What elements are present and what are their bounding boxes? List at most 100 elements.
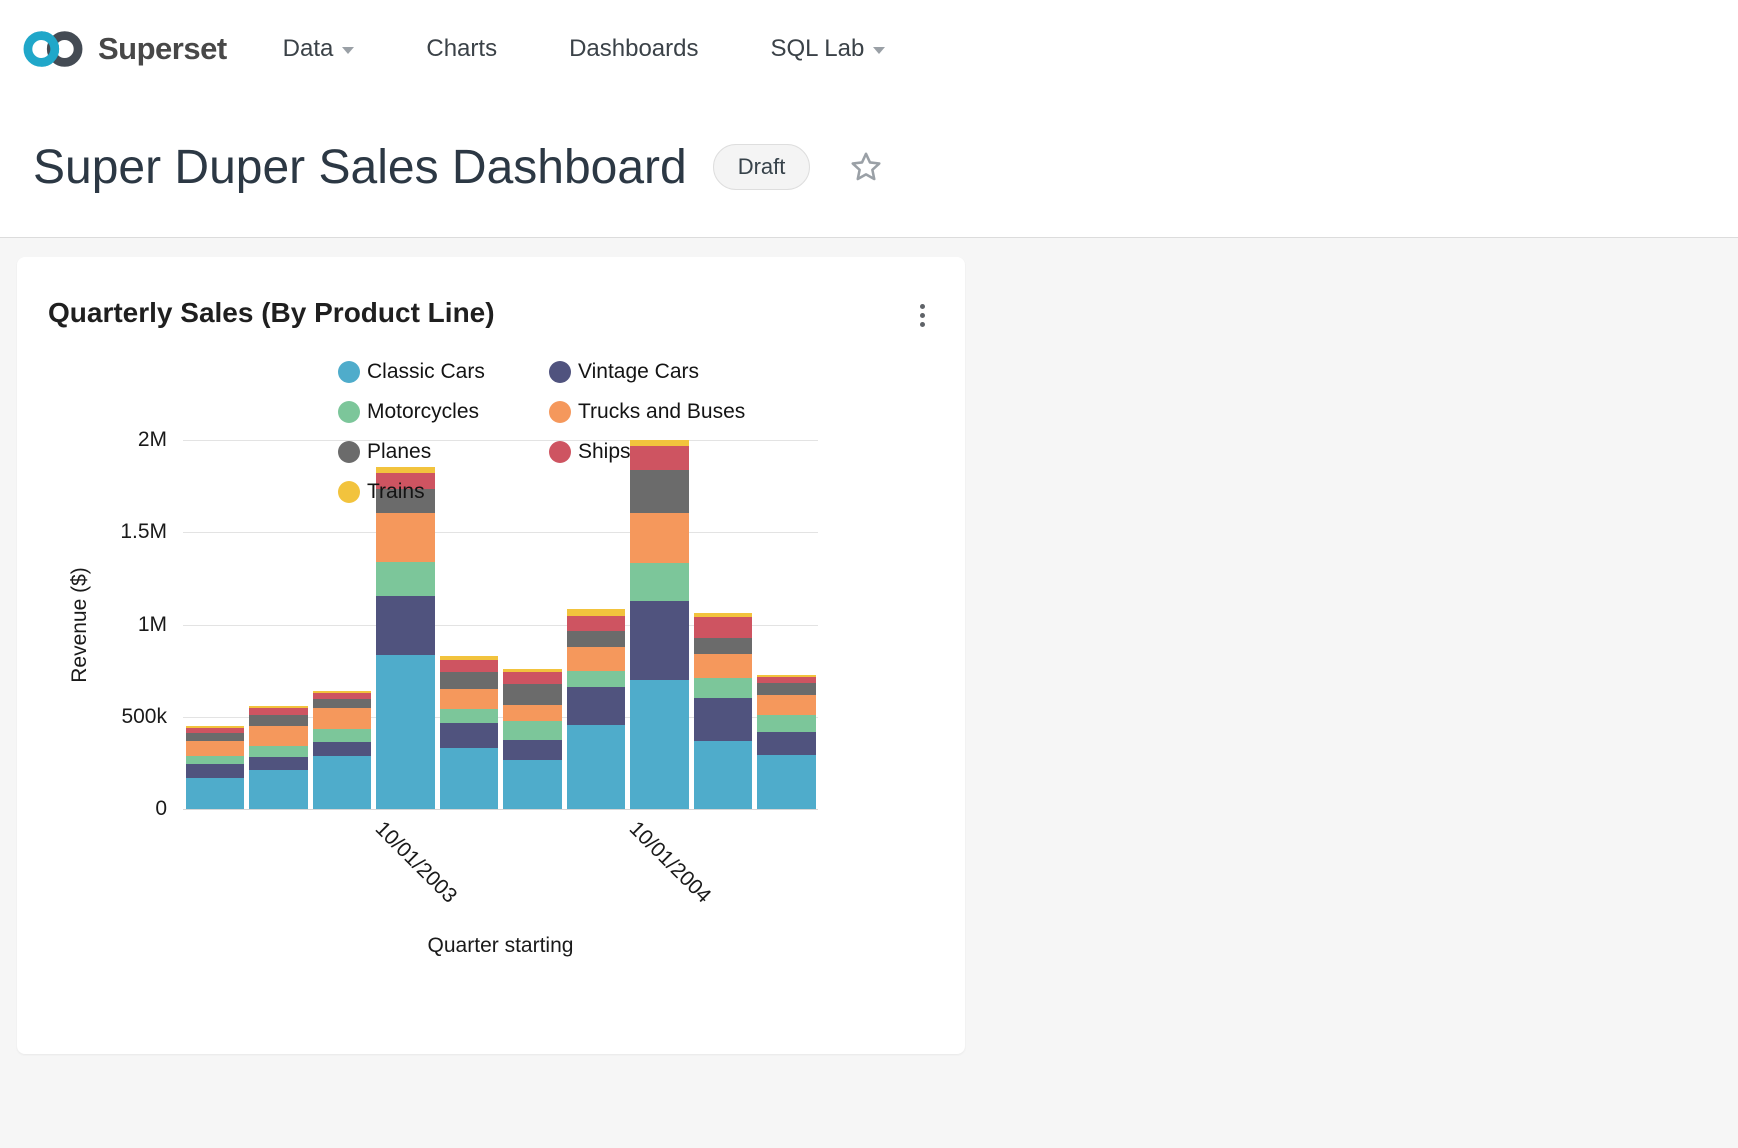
favorite-star-button[interactable]: [848, 149, 884, 185]
superset-logo[interactable]: Superset: [18, 28, 227, 70]
bar-segment[interactable]: [630, 601, 689, 680]
legend-item[interactable]: Trains: [338, 480, 549, 504]
superset-infinity-icon: [23, 30, 83, 67]
bar-segment[interactable]: [630, 446, 689, 471]
bar-segment[interactable]: [503, 739, 562, 761]
page-title: Super Duper Sales Dashboard: [33, 140, 687, 194]
bar-segment[interactable]: [185, 777, 244, 809]
bar-segment[interactable]: [376, 512, 435, 562]
bar-segment[interactable]: [630, 679, 689, 809]
bar-segment[interactable]: [249, 770, 308, 809]
bar-segment[interactable]: [566, 630, 625, 647]
bar-segment[interactable]: [185, 763, 244, 778]
bar-segment[interactable]: [757, 677, 816, 683]
nav-item-sql-lab-label: SQL Lab: [770, 34, 865, 62]
legend-label: Planes: [367, 440, 432, 463]
bar-segment[interactable]: [312, 708, 371, 729]
bar-segment[interactable]: [439, 655, 498, 660]
legend-item[interactable]: Classic Cars: [338, 360, 549, 384]
nav-item-sql-lab[interactable]: SQL Lab: [770, 34, 886, 63]
bar-segment[interactable]: [312, 690, 371, 693]
bar-segment[interactable]: [566, 687, 625, 726]
legend-label: Motorcycles: [367, 400, 480, 423]
chevron-down-icon: [873, 46, 886, 54]
bar-segment[interactable]: [757, 682, 816, 695]
bar-segment[interactable]: [693, 740, 752, 809]
bar-segment[interactable]: [376, 466, 435, 474]
bar-segment[interactable]: [566, 725, 625, 809]
nav-item-data[interactable]: Data: [283, 35, 355, 63]
bar-segment[interactable]: [757, 694, 816, 715]
nav-item-dashboards[interactable]: Dashboards: [569, 35, 698, 63]
bar-segment[interactable]: [439, 709, 498, 724]
kebab-menu-button[interactable]: [905, 295, 939, 335]
bar-segment[interactable]: [503, 760, 562, 809]
y-tick-label: 2M: [137, 428, 167, 451]
bar-segment[interactable]: [503, 683, 562, 705]
y-tick-label: 500k: [121, 704, 167, 728]
bar-segment[interactable]: [439, 659, 498, 673]
bar-segment[interactable]: [757, 732, 816, 755]
legend-item[interactable]: Planes: [338, 440, 549, 464]
bar-segment[interactable]: [249, 726, 308, 747]
bar-segment[interactable]: [439, 689, 498, 710]
bar-segment[interactable]: [503, 672, 562, 684]
bar-segment[interactable]: [503, 668, 562, 673]
bar-segment[interactable]: [630, 562, 689, 602]
bar-segment[interactable]: [249, 746, 308, 758]
bar-segment[interactable]: [312, 755, 371, 809]
bar-segment[interactable]: [693, 617, 752, 639]
bar-segment[interactable]: [312, 728, 371, 742]
bar-segment[interactable]: [630, 470, 689, 513]
bar-segment[interactable]: [503, 721, 562, 740]
bar-segment[interactable]: [185, 733, 244, 741]
bar-segment[interactable]: [566, 616, 625, 631]
legend-item[interactable]: Trucks and Buses: [549, 400, 745, 424]
bar-segment[interactable]: [249, 757, 308, 771]
bar-segment[interactable]: [185, 740, 244, 756]
bar-segment[interactable]: [249, 707, 308, 715]
bar-segment[interactable]: [185, 725, 244, 728]
bar-segment[interactable]: [439, 672, 498, 690]
bar-segment[interactable]: [693, 654, 752, 679]
bar-segment[interactable]: [376, 488, 435, 513]
bar-segment[interactable]: [376, 654, 435, 809]
legend-color-dot: [549, 361, 571, 383]
bar-segment[interactable]: [312, 741, 371, 756]
bar-segment[interactable]: [566, 646, 625, 671]
bar-segment[interactable]: [566, 670, 625, 688]
y-tick-label: 1.5M: [120, 520, 167, 544]
bar-segment[interactable]: [693, 678, 752, 699]
bar-segment[interactable]: [566, 608, 625, 617]
bar-segment[interactable]: [376, 561, 435, 596]
bar-segment[interactable]: [185, 727, 244, 734]
legend-item[interactable]: Vintage Cars: [549, 360, 745, 384]
plot-area: [183, 440, 818, 810]
bar-segment[interactable]: [630, 512, 689, 563]
legend-item[interactable]: Motorcycles: [338, 400, 549, 424]
bar-segment[interactable]: [249, 714, 308, 726]
bar-segment[interactable]: [312, 692, 371, 700]
bar-segment[interactable]: [439, 723, 498, 749]
bar-segment[interactable]: [376, 595, 435, 655]
bar-segment[interactable]: [249, 705, 308, 708]
nav-item-charts[interactable]: Charts: [426, 35, 497, 63]
header-divider: [0, 237, 1738, 238]
dashboard-canvas: Quarterly Sales (By Product Line) Revenu…: [0, 238, 1738, 1148]
bar-segment[interactable]: [376, 473, 435, 489]
chart-legend: Classic Cars Vintage Cars Motorcycles Truck…: [338, 360, 745, 504]
chevron-down-icon: [342, 46, 355, 54]
bar-segment[interactable]: [693, 698, 752, 741]
bar-segment[interactable]: [757, 754, 816, 809]
bar-segment[interactable]: [439, 748, 498, 809]
bar-segment[interactable]: [185, 755, 244, 764]
legend-item[interactable]: Ships: [549, 440, 745, 464]
bar-segment[interactable]: [630, 440, 689, 447]
bar-segment[interactable]: [503, 704, 562, 722]
bar-segment[interactable]: [693, 612, 752, 618]
bar-segment[interactable]: [312, 699, 371, 709]
bar-segment[interactable]: [757, 714, 816, 733]
bar-segment[interactable]: [693, 638, 752, 655]
chart-title: Quarterly Sales (By Product Line): [48, 297, 495, 328]
bar-segment[interactable]: [757, 675, 816, 678]
